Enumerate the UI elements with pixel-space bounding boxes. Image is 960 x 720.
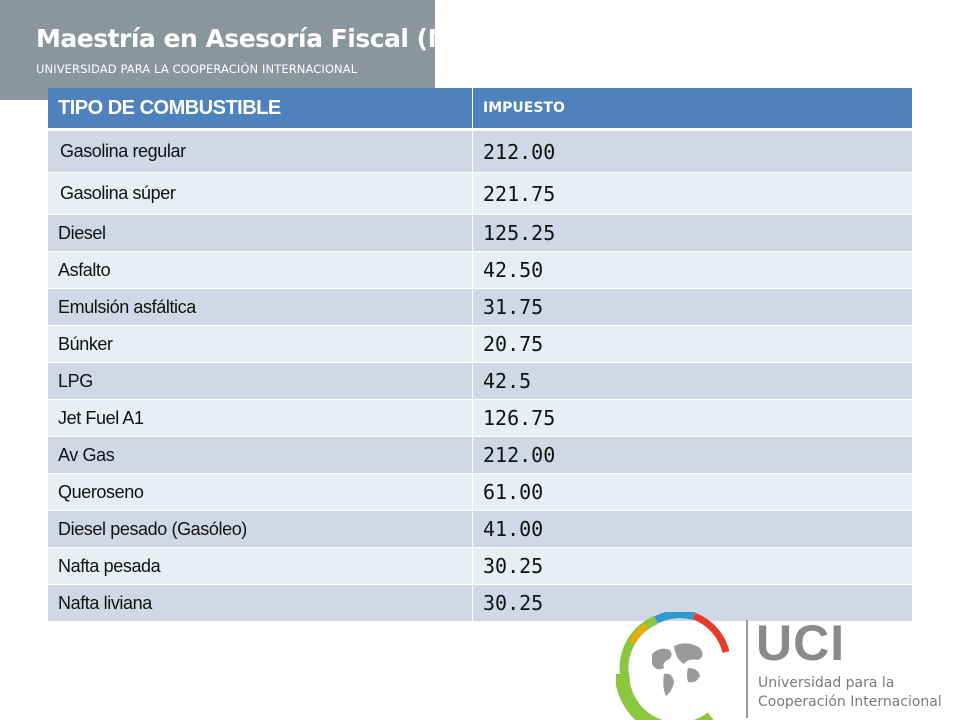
column-header-fuel-type: TIPO DE COMBUSTIBLE <box>48 88 472 131</box>
fuel-name-cell: Emulsión asfáltica <box>48 289 472 326</box>
tax-value-cell: 61.00 <box>472 474 912 511</box>
table-row: Av Gas 212.00 <box>48 437 912 474</box>
logo-divider <box>746 620 748 718</box>
tax-value-cell: 212.00 <box>472 437 912 474</box>
tax-value-cell: 42.5 <box>472 363 912 400</box>
page-title: Maestría en Asesoría Fiscal (MAF). <box>36 24 508 53</box>
table-row: Gasolina regular 212.00 <box>48 131 912 173</box>
fuel-name-cell: Nafta liviana <box>48 585 472 622</box>
table-row: Diesel 125.25 <box>48 215 912 252</box>
tax-value-cell: 41.00 <box>472 511 912 548</box>
table-row: Asfalto 42.50 <box>48 252 912 289</box>
tax-value-cell: 212.00 <box>472 131 912 173</box>
tax-value-cell: 31.75 <box>472 289 912 326</box>
table-row: Emulsión asfáltica 31.75 <box>48 289 912 326</box>
fuel-name-cell: Diesel pesado (Gasóleo) <box>48 511 472 548</box>
table-row: Queroseno 61.00 <box>48 474 912 511</box>
table-header-row: TIPO DE COMBUSTIBLE IMPUESTO <box>48 88 912 131</box>
tax-value-cell: 221.75 <box>472 173 912 215</box>
tax-value-cell: 126.75 <box>472 400 912 437</box>
table-row: Jet Fuel A1 126.75 <box>48 400 912 437</box>
fuel-name-cell: LPG <box>48 363 472 400</box>
logo-acronym: UCI <box>756 615 846 671</box>
tax-value-cell: 42.50 <box>472 252 912 289</box>
uci-logo: UCI Universidad para la Cooperación Inte… <box>616 612 956 720</box>
header-banner: Maestría en Asesoría Fiscal (MAF). UNIVE… <box>0 0 508 100</box>
table-row: Nafta pesada 30.25 <box>48 548 912 585</box>
logo-name-line2: Cooperación Internacional <box>758 694 942 710</box>
table-row: Diesel pesado (Gasóleo) 41.00 <box>48 511 912 548</box>
tax-value-cell: 125.25 <box>472 215 912 252</box>
fuel-name-cell: Diesel <box>48 215 472 252</box>
fuel-name-cell: Av Gas <box>48 437 472 474</box>
fuel-name-cell: Gasolina regular <box>48 131 472 173</box>
table-row: Búnker 20.75 <box>48 326 912 363</box>
fuel-name-cell: Nafta pesada <box>48 548 472 585</box>
column-header-tax: IMPUESTO <box>472 88 912 131</box>
fuel-tax-table: TIPO DE COMBUSTIBLE IMPUESTO Gasolina re… <box>48 88 912 622</box>
logo-university-name: Universidad para la Cooperación Internac… <box>758 674 942 712</box>
fuel-name-cell: Jet Fuel A1 <box>48 400 472 437</box>
fuel-name-cell: Queroseno <box>48 474 472 511</box>
fuel-name-cell: Gasolina súper <box>48 173 472 215</box>
fuel-name-cell: Asfalto <box>48 252 472 289</box>
page-subtitle: UNIVERSIDAD PARA LA COOPERACIÓN INTERNAC… <box>36 62 358 76</box>
table-row: Gasolina súper 221.75 <box>48 173 912 215</box>
logo-name-line1: Universidad para la <box>758 675 895 691</box>
tax-value-cell: 20.75 <box>472 326 912 363</box>
table-row: Nafta liviana 30.25 <box>48 585 912 622</box>
table-row: LPG 42.5 <box>48 363 912 400</box>
globe-logo-icon <box>616 612 730 720</box>
tax-value-cell: 30.25 <box>472 548 912 585</box>
fuel-name-cell: Búnker <box>48 326 472 363</box>
